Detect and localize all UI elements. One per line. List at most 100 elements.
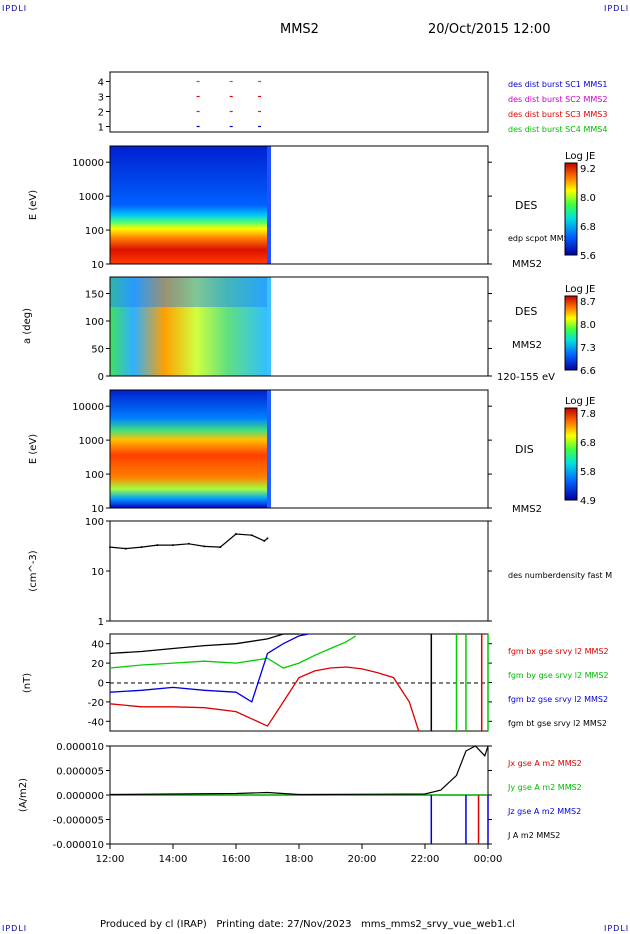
des-pitch-right-label: DES	[515, 305, 537, 318]
burst-y-axis: 1 2 3 4	[98, 78, 110, 134]
des-energy-colorbar-ticks: 9.2 8.0 6.8 5.6	[580, 164, 596, 262]
des-pitch-spectrogram	[110, 277, 267, 376]
des-pitch-ytick-label-3: 150	[85, 290, 104, 301]
density-point-6	[203, 545, 206, 548]
des-energy-ytick-label-2: 1000	[79, 192, 104, 203]
density-point-8	[235, 532, 237, 535]
bfield-legend-bt: fgm bt gse srvy l2 MMS2	[508, 719, 607, 728]
dis-energy-spectrogram	[110, 390, 267, 508]
des-energy-right-bottom: MMS2	[512, 259, 542, 270]
burst-ytick-label-2: 3	[98, 93, 104, 104]
burst-ytick-label-0: 1	[98, 123, 104, 134]
current-legend-j: J A m2 MMS2	[507, 831, 560, 840]
current-legend-jz: Jz gse A m2 MMS2	[507, 807, 581, 816]
dis-energy-ytick-label-0: 10	[91, 504, 104, 515]
density-point-9	[250, 534, 253, 537]
current-ytick-label-0: -0.000010	[53, 840, 104, 851]
corner-label-top-right: IPDLI	[604, 4, 630, 13]
dis-energy-right-bottom: MMS2	[512, 504, 542, 515]
des-energy-ylabel: E (eV)	[28, 190, 39, 220]
current-legend-jx: Jx gse A m2 MMS2	[507, 759, 582, 768]
current-ytick-label-4: 0.000010	[56, 742, 104, 753]
dis-energy-ylabel: E (eV)	[28, 434, 39, 464]
bfield-line-bt	[109, 633, 299, 655]
des-energy-spectrogram-tail	[267, 146, 271, 264]
bfield-ytick-label-2: 0	[98, 679, 104, 690]
burst-legend-2: des dist burst SC2 MMS2	[508, 95, 607, 104]
dis-energy-colorbar-tick-3: 4.9	[580, 496, 596, 507]
time-tick-label-6: 00:00	[474, 854, 503, 865]
des-energy-spectrogram	[110, 146, 267, 264]
dis-energy-ytick-label-1: 100	[85, 470, 104, 481]
current-ytick-label-3: 0.000005	[56, 767, 104, 778]
des-energy-colorbar	[564, 162, 578, 256]
density-point-0	[109, 546, 111, 549]
burst-ytick-label-1: 2	[98, 108, 104, 119]
density-point-3	[156, 544, 159, 547]
time-axis: 12:00 14:00 16:00 18:00 20:00 22:00 00:00	[96, 844, 503, 865]
time-tick-label-1: 14:00	[159, 854, 188, 865]
des-pitch-y-axis: 0 50 100 150	[85, 290, 492, 383]
burst-marks	[196, 80, 262, 128]
time-tick-label-3: 18:00	[285, 854, 314, 865]
density-ylabel: (cm^-3)	[28, 550, 39, 591]
time-tick-label-5: 22:00	[411, 854, 440, 865]
burst-ytick-label-3: 4	[98, 78, 104, 89]
density-y-axis: 1 10 100	[85, 517, 492, 628]
burst-legend-1: des dist burst SC1 MMS1	[508, 80, 607, 89]
current-ytick-label-2: 0.000000	[56, 791, 104, 802]
des-energy-colorbar-title: Log JE	[565, 151, 595, 162]
bfield-legend-by: fgm by gse srvy l2 MMS2	[508, 671, 609, 680]
des-pitch-spectrogram-tail	[267, 277, 271, 376]
dis-energy-colorbar-title: Log JE	[565, 396, 595, 407]
panel-burst: 1 2 3 4 des dist burst SC1 MMS1 des dist bu…	[98, 71, 607, 134]
des-pitch-colorbar	[564, 295, 578, 371]
des-pitch-colorbar-tick-1: 8.0	[580, 320, 596, 331]
des-energy-right-label: DES	[515, 199, 537, 212]
des-energy-y-axis: 10 100 1000 10000	[72, 158, 492, 271]
burst-legend-3: des dist burst SC3 MMS3	[508, 110, 607, 119]
dis-energy-right-label: DIS	[515, 443, 534, 456]
dis-energy-spectrogram-tail	[267, 390, 271, 508]
des-energy-ytick-label-3: 10000	[72, 158, 104, 169]
date-title: 20/Oct/2015 12:00	[428, 22, 551, 37]
density-line	[109, 533, 268, 550]
density-legend: des numberdensity fast M	[508, 571, 612, 580]
des-energy-colorbar-tick-0: 9.2	[580, 164, 596, 175]
density-ytick-label-0: 1	[98, 617, 104, 628]
des-energy-colorbar-tick-2: 6.8	[580, 222, 596, 233]
burst-legend-4: des dist burst SC4 MMS4	[508, 125, 607, 134]
bfield-line-bx	[109, 666, 420, 732]
panel-des-pitch-frame	[109, 276, 489, 377]
dis-energy-colorbar	[564, 407, 578, 501]
density-point-11	[266, 537, 269, 540]
density-ytick-label-2: 100	[85, 517, 104, 528]
time-tick-label-4: 20:00	[348, 854, 377, 865]
current-ytick-label-1: -0.000005	[53, 816, 104, 827]
panel-burst-frame	[109, 71, 489, 133]
dis-energy-ytick-label-2: 1000	[79, 436, 104, 447]
bfield-ytick-label-3: 20	[91, 659, 104, 670]
corner-label-bottom-left: IPDLI	[2, 924, 28, 933]
density-point-2	[140, 546, 143, 549]
des-pitch-colorbar-tick-0: 8.7	[580, 297, 596, 308]
dis-energy-colorbar-tick-1: 6.8	[580, 438, 596, 449]
des-pitch-colorbar-tick-3: 6.6	[580, 366, 596, 377]
des-pitch-right-bottom: 120-155 eV	[497, 372, 555, 383]
bfield-line-by	[109, 635, 357, 669]
density-series	[109, 532, 269, 550]
dis-energy-y-axis: 10 100 1000 10000	[72, 402, 492, 515]
des-pitch-ytick-label-0: 0	[98, 372, 104, 383]
current-line-0	[109, 745, 489, 796]
des-energy-colorbar-tick-3: 5.6	[580, 251, 596, 262]
bfield-legend-bz: fgm bz gse srvy l2 MMS2	[508, 695, 608, 704]
density-point-4	[172, 544, 174, 547]
bfield-ylabel: (nT)	[22, 673, 33, 693]
current-ylabel: (A/m2)	[18, 778, 29, 812]
des-pitch-colorbar-ticks: 8.7 8.0 7.3 6.6	[580, 297, 596, 377]
des-pitch-colorbar-tick-2: 7.3	[580, 343, 596, 354]
bfield-ytick-label-1: -20	[88, 698, 104, 709]
density-point-1	[124, 547, 127, 550]
panel-density: 1 10 100 (cm^-3) des numberdensity fast M	[28, 517, 612, 628]
